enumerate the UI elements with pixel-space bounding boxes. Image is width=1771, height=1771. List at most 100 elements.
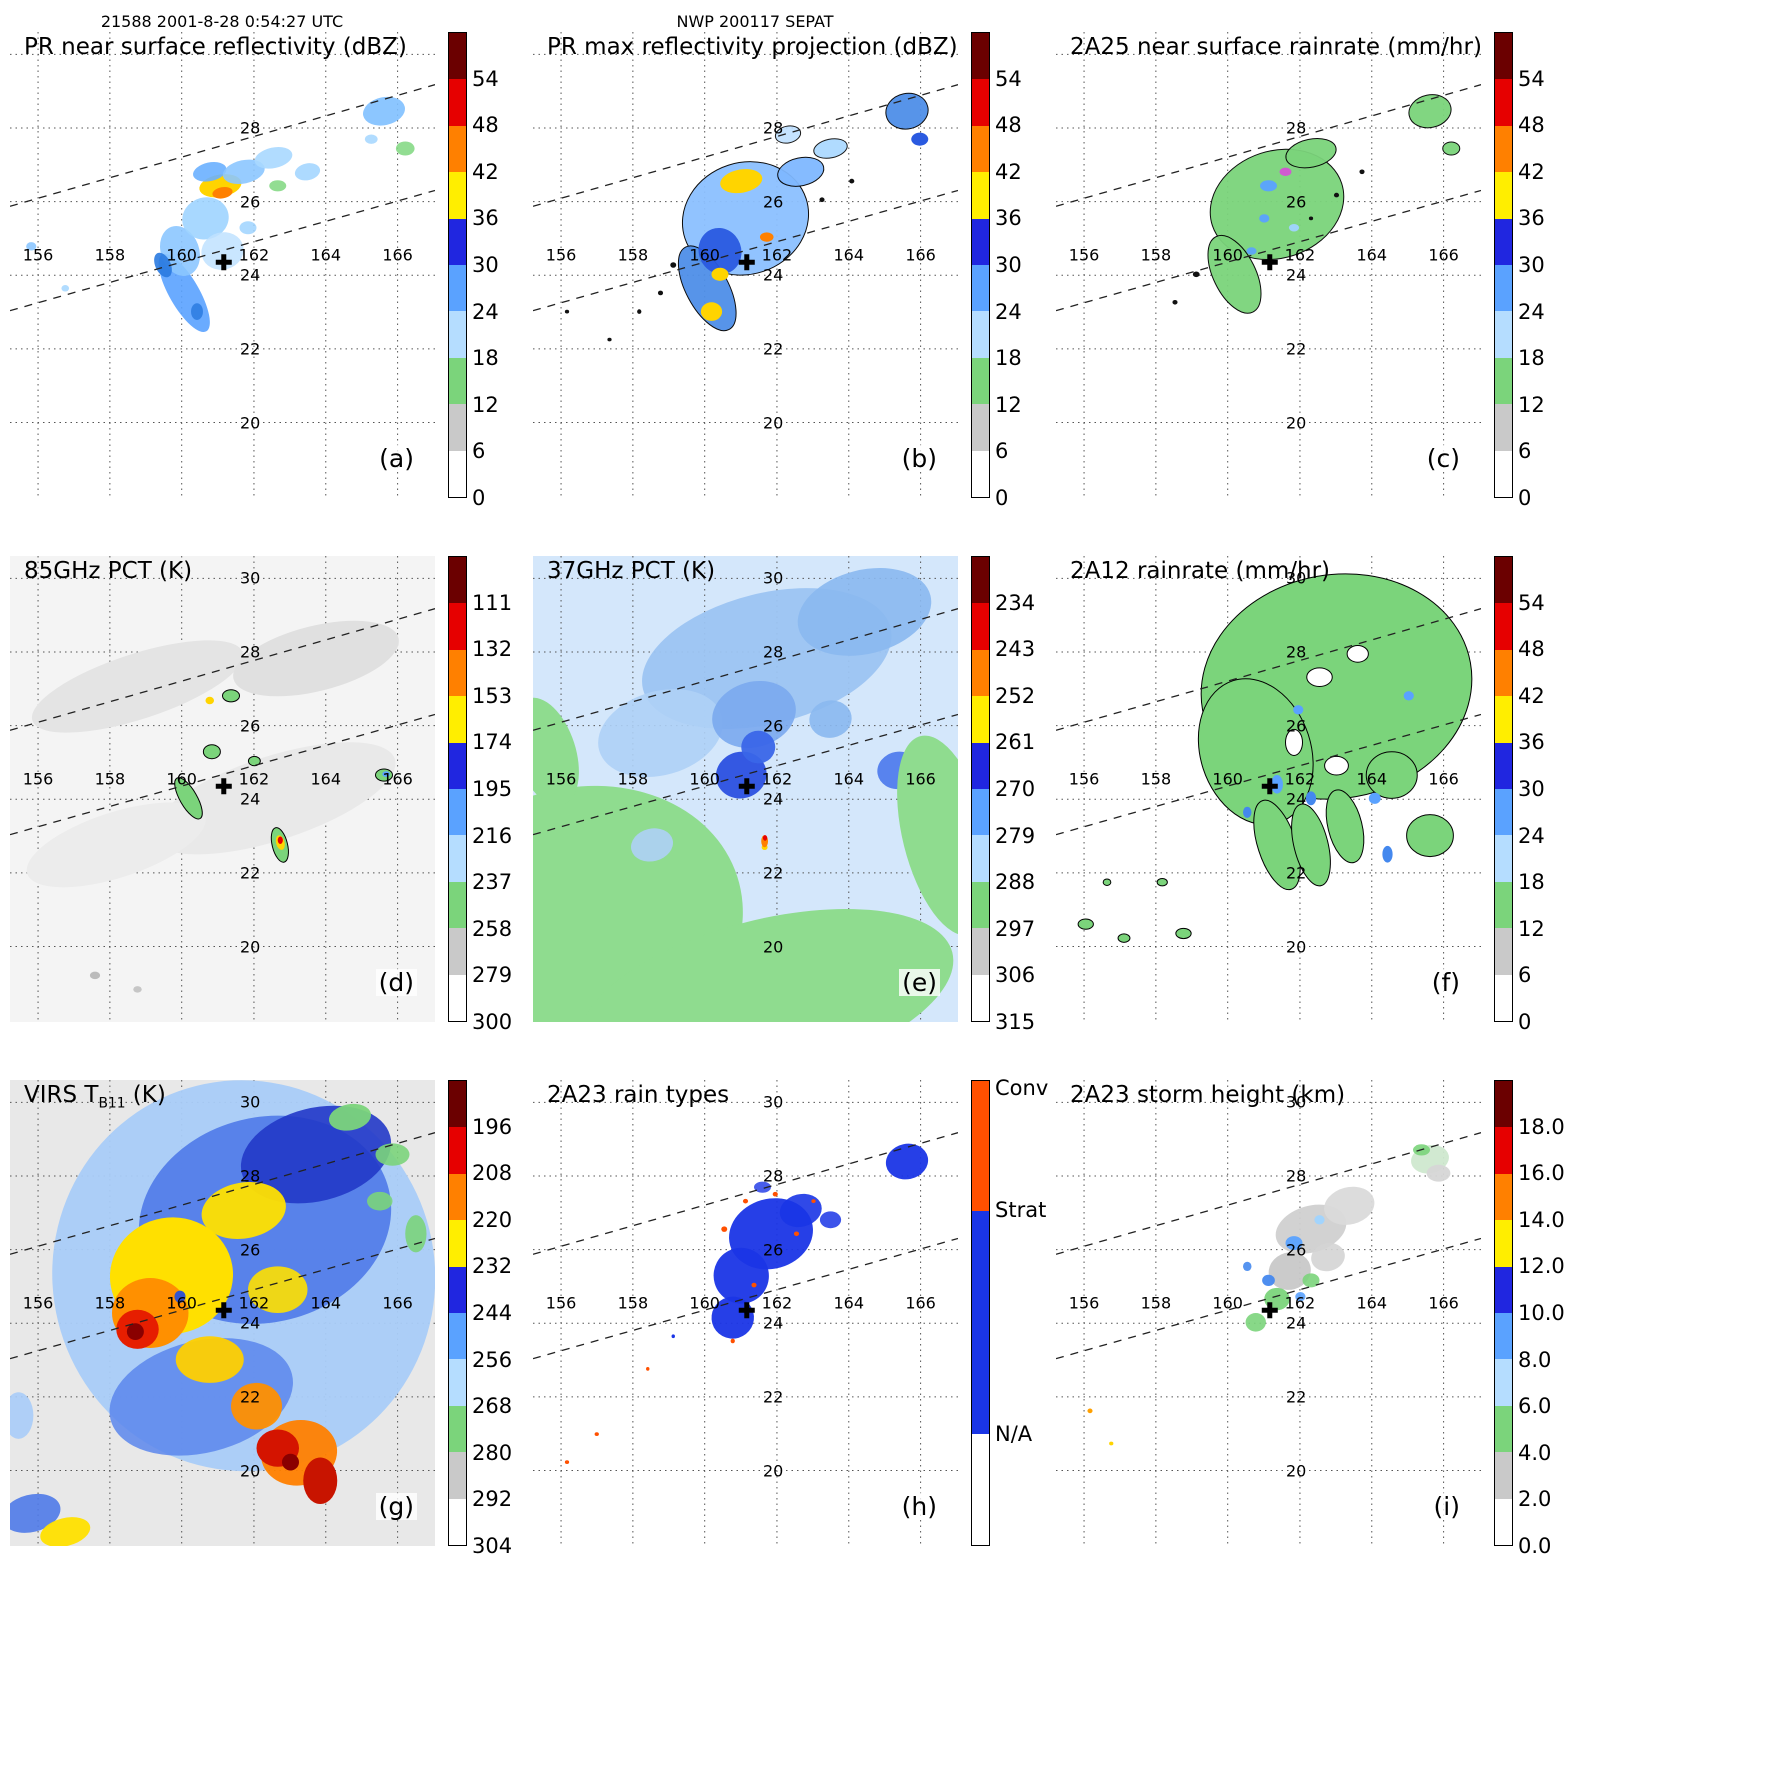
storm-center-cross xyxy=(738,778,755,795)
lon-label: 156 xyxy=(22,1293,54,1313)
lon-label: 158 xyxy=(1140,769,1172,789)
lon-label: 160 xyxy=(1212,769,1243,789)
colorbar-tick-label: 18 xyxy=(1518,346,1545,371)
colorbar-segment xyxy=(449,603,466,651)
colorbar-segment xyxy=(972,218,989,266)
colorbar-tick-label: 18.0 xyxy=(1518,1114,1565,1139)
data-blob xyxy=(174,777,203,820)
data-blob xyxy=(151,742,396,855)
lat-label: 20 xyxy=(1285,937,1307,956)
colorbar-segment xyxy=(1495,265,1512,313)
colorbar-segment xyxy=(449,649,466,698)
data-blob xyxy=(201,1181,286,1239)
colorbar-segment xyxy=(972,404,989,452)
lon-label: 162 xyxy=(1284,769,1316,789)
colorbar-tick-label: 36 xyxy=(1518,730,1545,755)
colorbar-segment xyxy=(1495,1220,1512,1268)
colorbar-segment xyxy=(449,742,466,790)
colorbar-segment xyxy=(1495,557,1512,605)
colorbar-tick-label: 36 xyxy=(995,206,1022,231)
lon-label: 166 xyxy=(382,1293,413,1313)
lat-label: 24 xyxy=(1285,1313,1307,1333)
data-blob xyxy=(811,1199,816,1204)
data-blob xyxy=(1333,192,1340,198)
colorbar-tick-label: 12 xyxy=(995,392,1022,417)
lon-label: 156 xyxy=(1068,769,1100,789)
data-blob xyxy=(564,309,570,314)
panel-d: 156 158 160 162 164 166 30 28 26 24 22 20 85GHz PCT … xyxy=(0,556,523,1068)
data-blob xyxy=(1209,148,1345,261)
colorbar-segment xyxy=(972,1433,989,1545)
lat-label: 22 xyxy=(239,1387,261,1407)
map-canvas-b xyxy=(533,32,958,498)
map-canvas-c xyxy=(1056,32,1481,498)
colorbar-tick-label: 6 xyxy=(1518,963,1532,988)
data-blob xyxy=(1102,878,1112,886)
colorbar-tick-label: 306 xyxy=(995,963,1036,988)
data-blob xyxy=(809,700,852,738)
data-blob xyxy=(1295,1292,1306,1302)
data-blob xyxy=(212,186,233,199)
orbit-timestamp: 21588 2001-8-28 0:54:27 UTC xyxy=(100,12,344,31)
lon-label: 158 xyxy=(94,245,126,265)
data-blob xyxy=(759,232,774,242)
colorbar-tick-label: 111 xyxy=(472,590,513,615)
data-blob xyxy=(328,1103,372,1131)
panel-title: PR max reflectivity projection (dBZ) xyxy=(547,34,958,60)
colorbar-segment xyxy=(972,311,989,359)
storm-center-cross xyxy=(1261,1302,1278,1319)
data-blob xyxy=(1243,806,1252,818)
colorbar-segment xyxy=(1495,696,1512,744)
data-blob xyxy=(133,986,142,993)
data-blob xyxy=(1426,1164,1451,1182)
lat-label: 28 xyxy=(762,118,784,138)
map-canvas-e xyxy=(533,556,958,1022)
colorbar-segment xyxy=(449,357,466,406)
colorbar-segment xyxy=(1495,742,1512,790)
colorbar-tick-label: 30 xyxy=(1518,777,1545,801)
map-plot-h: 156 158 160 162 164 166 30 28 26 24 22 20 2A23 rain … xyxy=(533,1080,958,1546)
colorbar-tick-label: 234 xyxy=(995,590,1036,615)
data-blob xyxy=(126,1323,144,1341)
colorbar-h xyxy=(971,1080,990,1546)
data-blob xyxy=(671,1334,675,1339)
lon-label: 160 xyxy=(1212,1293,1243,1313)
colorbar-labels-i: 18.0 16.0 14.0 12.0 10.0 8.0 6.0 4.0 2.0 0.0 xyxy=(1518,1080,1608,1558)
data-blob xyxy=(700,302,723,321)
colorbar-tick-label: 36 xyxy=(1518,206,1545,231)
lon-label: 156 xyxy=(22,769,54,789)
lon-label: 160 xyxy=(166,1293,197,1313)
data-blob xyxy=(26,242,37,251)
data-blob xyxy=(375,1143,410,1166)
lat-label: 22 xyxy=(762,339,784,359)
colorbar-segment xyxy=(449,1173,466,1222)
colorbar-f xyxy=(1494,556,1513,1022)
colorbar-segment xyxy=(972,974,989,1021)
colorbar-segment xyxy=(1495,974,1512,1021)
lon-label: 166 xyxy=(905,1293,936,1313)
colorbar-segment xyxy=(449,1452,466,1500)
colorbar-labels-a: 54 48 42 36 30 24 18 12 6 0 xyxy=(472,32,562,510)
data-blob xyxy=(1306,667,1333,687)
colorbar-a xyxy=(448,32,467,498)
panel-title: 2A23 storm height (km) xyxy=(1070,1082,1346,1108)
colorbar-segment xyxy=(1495,835,1512,883)
data-blob xyxy=(363,96,405,126)
storm-center-cross xyxy=(738,254,755,271)
colorbar-tick-label: 237 xyxy=(472,870,513,895)
data-blob xyxy=(670,262,677,268)
data-blob xyxy=(779,1193,822,1228)
storm-center-cross xyxy=(215,1302,232,1319)
colorbar-labels-g: 196 208 220 232 244 256 268 280 292 304 xyxy=(472,1080,562,1558)
lat-label: 26 xyxy=(762,716,784,736)
colorbar-segment xyxy=(1495,1266,1512,1314)
colorbar-tick-label: 315 xyxy=(995,1010,1036,1034)
lat-label: 30 xyxy=(1285,1092,1307,1112)
data-blob xyxy=(61,285,70,292)
data-blob xyxy=(231,1382,282,1430)
colorbar-tick-label: 14.0 xyxy=(1518,1207,1565,1232)
data-blob xyxy=(1302,1273,1320,1288)
lat-label: 22 xyxy=(762,1387,784,1407)
data-blob xyxy=(154,252,172,278)
colorbar-tick-label: 0 xyxy=(995,486,1009,510)
